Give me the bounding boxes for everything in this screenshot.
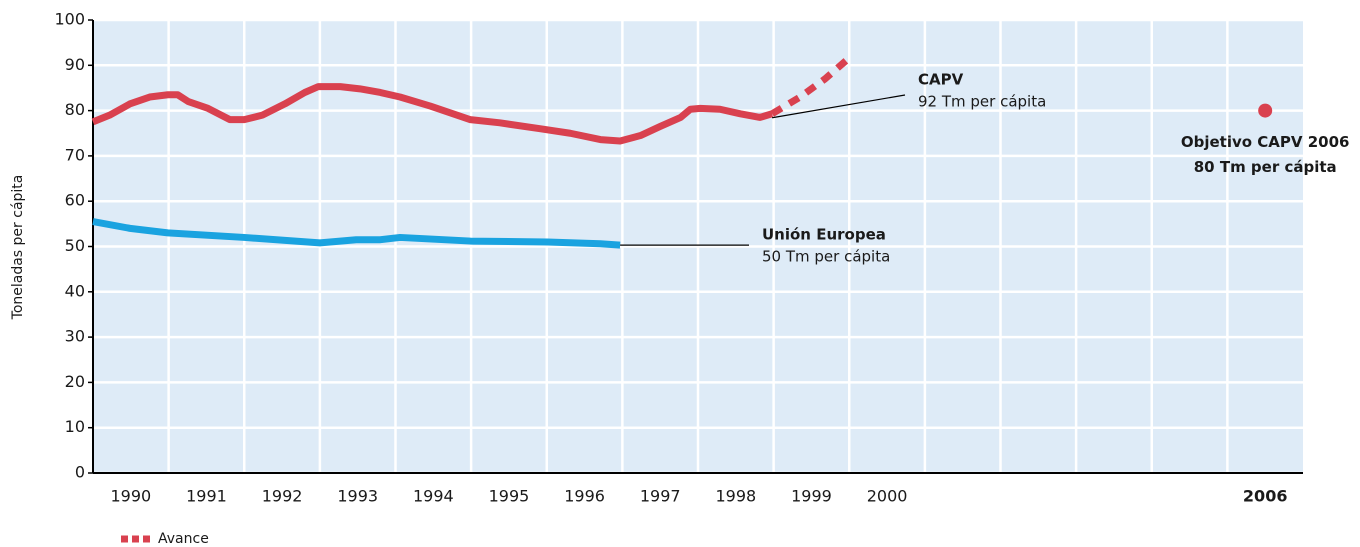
x-tick-label: 2006 (1243, 487, 1288, 506)
y-axis-label: Toneladas per cápita (10, 175, 26, 321)
line (770, 55, 851, 117)
line (91, 83, 774, 145)
target-text: 80 Tm per cápita (1194, 158, 1337, 176)
y-tick-label: 40 (65, 281, 85, 300)
leader-line (772, 94, 906, 119)
annotation-text: 50 Tm per cápita (762, 248, 890, 266)
y-tick-label: 80 (65, 100, 85, 119)
x-tick-label: 1996 (564, 487, 605, 506)
annotation-title: CAPV (918, 71, 964, 89)
y-tick-label: 30 (65, 327, 85, 346)
y-tick-label: 50 (65, 236, 85, 255)
annotation-text: 92 Tm per cápita (918, 93, 1046, 111)
x-tick-label: 1991 (186, 487, 227, 506)
y-tick-label: 10 (65, 417, 85, 436)
x-tick-label: 1994 (413, 487, 454, 506)
y-tick-label: 100 (54, 10, 85, 29)
x-tick-label: 1993 (337, 487, 378, 506)
y-tick-label: 0 (75, 463, 85, 482)
x-tick-label: 2000 (867, 487, 908, 506)
legend-label: Avance (158, 531, 209, 547)
y-tick-label: 70 (65, 145, 85, 164)
y-tick-label: 90 (65, 55, 85, 74)
y-tick-label: 20 (65, 372, 85, 391)
x-tick-label: 1998 (715, 487, 756, 506)
y-tick-label: 60 (65, 191, 85, 210)
x-tick-label: 1990 (110, 487, 151, 506)
x-tick-label: 1997 (640, 487, 681, 506)
target-point (1258, 103, 1273, 118)
line (92, 218, 621, 249)
x-tick-label: 1995 (489, 487, 530, 506)
annotation-title: Unión Europea (762, 226, 886, 244)
x-tick-label: 1999 (791, 487, 832, 506)
target-title: Objetivo CAPV 2006 (1181, 133, 1350, 151)
x-tick-label: 1992 (262, 487, 303, 506)
